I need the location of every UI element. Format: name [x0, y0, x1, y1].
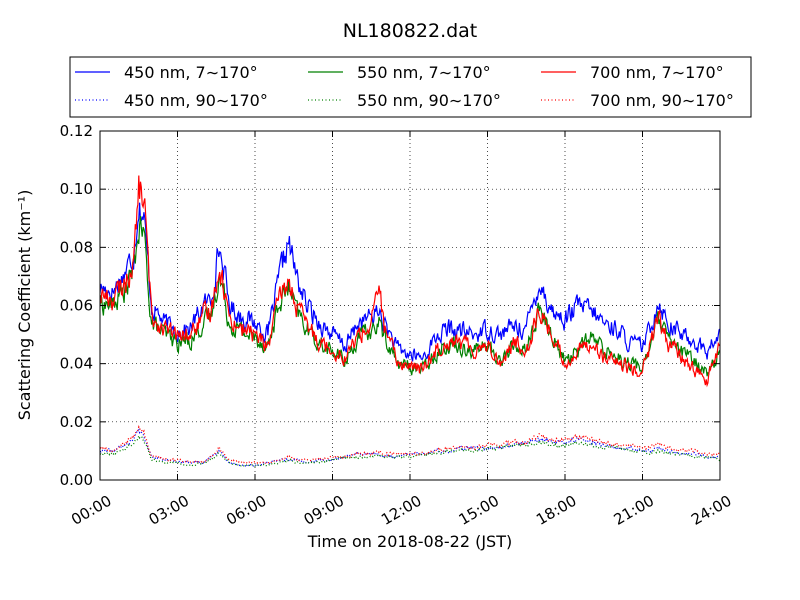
series-700-back-line	[100, 425, 720, 465]
legend: 450 nm, 7∼170° 550 nm, 7∼170° 700 nm, 7∼17…	[69, 56, 752, 118]
x-tick-label: 06:00	[223, 492, 269, 529]
y-axis-label: Scattering Coefficient (km⁻¹)	[15, 190, 34, 421]
x-tick-label: 18:00	[533, 492, 579, 529]
chart-title: NL180822.dat	[343, 20, 478, 42]
x-tick-label: 15:00	[456, 492, 502, 529]
series-550-back-line	[100, 433, 720, 467]
y-tick-label: 0.10	[60, 180, 93, 198]
y-tick-label: 0.06	[60, 297, 93, 315]
legend-label: 700 nm, 7∼170°	[590, 63, 724, 82]
y-tick-label: 0.00	[60, 471, 93, 489]
x-axis-label: Time on 2018-08-22 (JST)	[307, 532, 512, 551]
legend-frame	[69, 56, 752, 118]
x-tick-label: 12:00	[378, 492, 424, 529]
y-tick-label: 0.02	[60, 413, 93, 431]
y-tick-label: 0.04	[60, 355, 93, 373]
x-tick-label: 24:00	[688, 492, 734, 529]
legend-label: 550 nm, 90∼170°	[357, 91, 501, 110]
x-tick-label: 09:00	[301, 492, 347, 529]
x-tick-label: 00:00	[68, 492, 114, 529]
y-tick-label: 0.12	[60, 122, 93, 140]
legend-label: 700 nm, 90∼170°	[590, 91, 734, 110]
series-layer	[100, 175, 720, 467]
legend-label: 450 nm, 7∼170°	[124, 63, 258, 82]
legend-label: 550 nm, 7∼170°	[357, 63, 491, 82]
y-tick-label: 0.08	[60, 238, 93, 256]
x-tick-label: 21:00	[611, 492, 657, 529]
series-700-wide-line	[100, 175, 720, 388]
x-tick-label: 03:00	[146, 492, 192, 529]
legend-label: 450 nm, 90∼170°	[124, 91, 268, 110]
